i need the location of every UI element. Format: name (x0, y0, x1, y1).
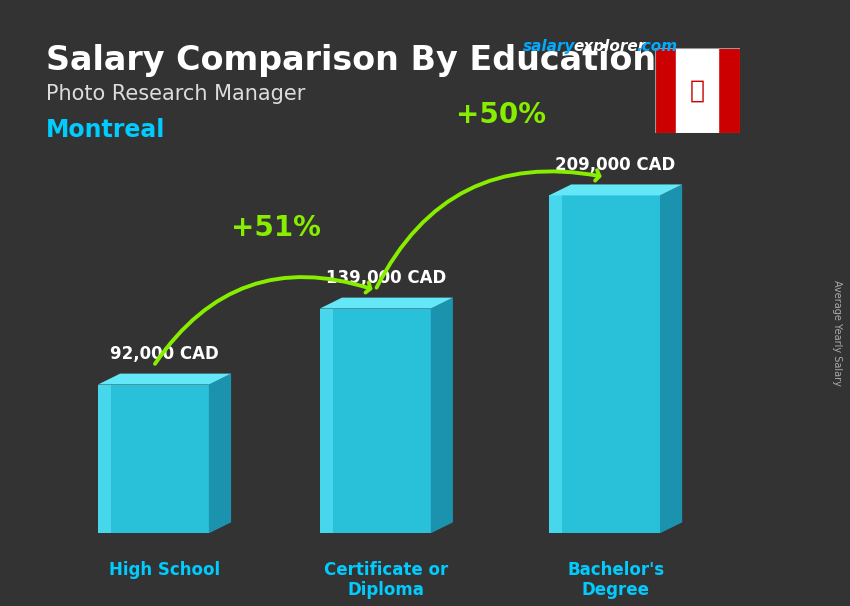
Polygon shape (549, 184, 683, 195)
Bar (676, 48, 718, 133)
Text: explorer: explorer (574, 39, 646, 55)
Text: Average Yearly Salary: Average Yearly Salary (832, 281, 842, 386)
Text: Montreal: Montreal (46, 118, 166, 142)
Text: 209,000 CAD: 209,000 CAD (556, 156, 676, 173)
Polygon shape (431, 298, 453, 533)
Text: +51%: +51% (230, 214, 320, 242)
Polygon shape (549, 195, 563, 533)
Polygon shape (320, 308, 333, 533)
Polygon shape (320, 298, 453, 308)
Text: Photo Research Manager: Photo Research Manager (46, 84, 305, 104)
Polygon shape (98, 374, 231, 385)
Text: 🍁: 🍁 (689, 79, 705, 103)
Text: 139,000 CAD: 139,000 CAD (326, 268, 446, 287)
Text: High School: High School (109, 561, 220, 579)
Text: 92,000 CAD: 92,000 CAD (110, 345, 219, 362)
Text: Bachelor's
Degree: Bachelor's Degree (567, 561, 664, 599)
Text: Certificate or
Diploma: Certificate or Diploma (324, 561, 449, 599)
Polygon shape (660, 184, 683, 533)
Text: Salary Comparison By Education: Salary Comparison By Education (46, 44, 656, 77)
Polygon shape (549, 195, 660, 533)
Polygon shape (98, 385, 111, 533)
Text: salary: salary (523, 39, 575, 55)
Polygon shape (98, 385, 209, 533)
Polygon shape (320, 308, 431, 533)
Text: +50%: +50% (456, 101, 546, 129)
Bar (718, 48, 740, 133)
Polygon shape (209, 374, 231, 533)
Text: .com: .com (636, 39, 677, 55)
Bar (654, 48, 676, 133)
